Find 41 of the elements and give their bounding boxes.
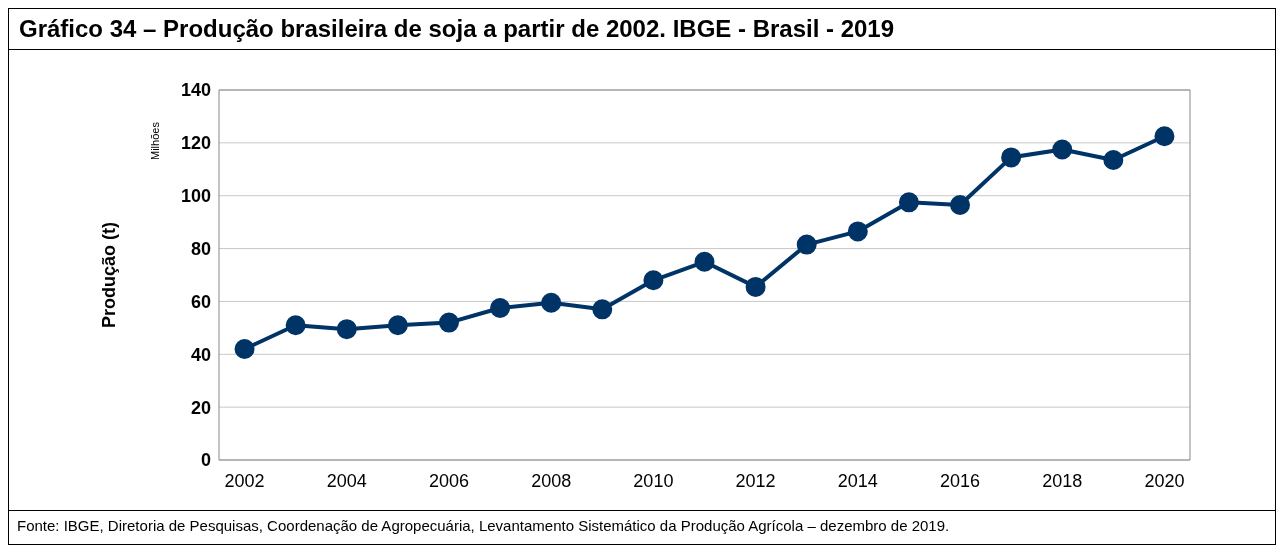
y-tick-label: 100 xyxy=(180,186,211,207)
point xyxy=(796,234,817,255)
point xyxy=(541,292,562,313)
point xyxy=(643,270,664,291)
y-tick-label: 40 xyxy=(190,344,211,365)
point xyxy=(694,251,715,272)
point xyxy=(1103,150,1124,171)
text: Milhões xyxy=(149,122,161,160)
x-tick-label: 2002 xyxy=(224,470,265,491)
point xyxy=(438,312,459,333)
point xyxy=(1001,147,1022,168)
source-note: Fonte: IBGE, Diretoria de Pesquisas, Coordenação de Agropecuária, Levantamento Sistemático da Produção Agrícola – dezembro de 2019. xyxy=(9,510,1275,544)
point xyxy=(1154,126,1175,147)
x-tick-label: 2004 xyxy=(326,470,367,491)
x-tick-label: 2012 xyxy=(735,470,776,491)
x-tick-label: 2018 xyxy=(1042,470,1083,491)
point xyxy=(847,221,868,242)
point xyxy=(336,319,357,340)
y-axis-title: Produção (t) xyxy=(99,222,120,328)
point xyxy=(745,276,766,297)
point xyxy=(285,315,306,336)
point xyxy=(592,299,613,320)
y-tick-label: 0 xyxy=(200,450,211,471)
x-tick-label: 2014 xyxy=(837,470,878,491)
y-tick-label: 20 xyxy=(190,397,211,418)
point xyxy=(490,298,511,319)
chart-title: Gráfico 34 – Produção brasileira de soja a partir de 2002. IBGE - Brasil - 2019 xyxy=(9,9,1275,50)
x-tick-label: 2016 xyxy=(940,470,981,491)
y-tick-label: 140 xyxy=(180,80,211,101)
x-tick-label: 2008 xyxy=(531,470,572,491)
point xyxy=(387,315,408,336)
point xyxy=(1052,139,1073,160)
x-tick-label: 2010 xyxy=(633,470,674,491)
point xyxy=(234,339,255,359)
y-tick-label: 120 xyxy=(180,133,211,154)
x-tick-label: 2020 xyxy=(1144,470,1185,491)
y-tick-label: 60 xyxy=(190,291,211,312)
point xyxy=(950,194,971,215)
x-tick-label: 2006 xyxy=(428,470,469,491)
y-tick-label: 80 xyxy=(190,238,211,259)
point xyxy=(898,192,919,213)
